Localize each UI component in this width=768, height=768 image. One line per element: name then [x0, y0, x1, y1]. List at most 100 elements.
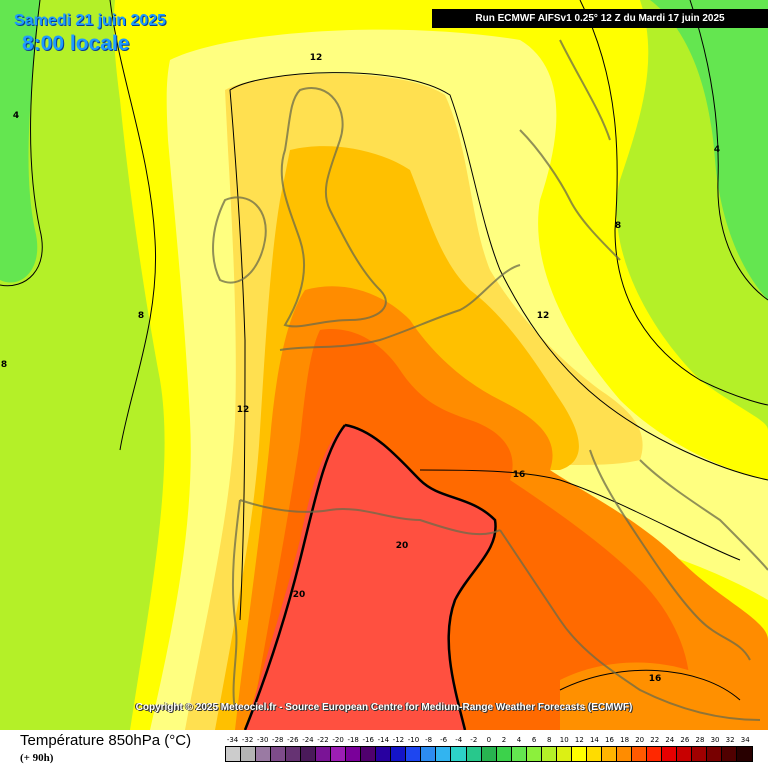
scale-labels: -34 -32 -30 -28 -26 -24 -22 -20 -18 -16 -14 -12 -10-… [225, 734, 753, 746]
scale-swatch [406, 747, 422, 761]
scale-swatch [676, 747, 692, 761]
temperature-map: 12 4 4 8 8 8 12 12 16 20 20 16 [0, 0, 768, 730]
scale-swatch [376, 747, 392, 761]
scale-swatch [436, 747, 452, 761]
scale-label: -16 [362, 736, 374, 744]
scale-label: 10 [559, 736, 569, 744]
scale-swatch [722, 747, 738, 761]
scale-label: 12 [574, 736, 584, 744]
copyright-text: Copyright © 2025 Meteociel.fr - Source E… [135, 702, 633, 713]
isotherm-labels: 12 4 4 8 8 8 12 12 16 20 20 16 [1, 53, 720, 684]
scale-swatch [421, 747, 437, 761]
scale-label: 0 [486, 736, 492, 744]
isotherm-12 [229, 72, 768, 481]
coast-mediterranean [499, 529, 761, 721]
scale-label: 20 [635, 736, 645, 744]
scale-swatch [466, 747, 482, 761]
scale-label: -24 [302, 736, 314, 744]
forecast-time: 8:00 locale [22, 32, 130, 55]
scale-label: -10 [407, 736, 420, 744]
scale-label: -28 [272, 736, 284, 744]
isotherm-12-coast [239, 339, 246, 621]
scale-swatch [496, 747, 512, 761]
scale-label: -34 [226, 736, 239, 744]
isotherm-8-west [109, 0, 157, 451]
scale-label: -32 [241, 736, 254, 744]
coast-scandinavia [519, 39, 621, 261]
scale-label: 18 [620, 736, 630, 744]
scale-label: -4 [455, 736, 463, 744]
iso-label: 12 [310, 53, 323, 63]
scale-swatch [316, 747, 332, 761]
legend-footer: Température 850hPa (°C) (+ 90h) -34 -32 -3… [0, 730, 768, 768]
field-red-20 [245, 425, 496, 730]
scale-label: 6 [531, 736, 537, 744]
field-orange-se [560, 662, 740, 730]
scale-label: -2 [470, 736, 478, 744]
scale-swatch [391, 747, 407, 761]
iso-label: 4 [714, 145, 720, 155]
scale-label: 26 [680, 736, 690, 744]
scale-swatches [225, 746, 753, 762]
scale-label: 28 [695, 736, 705, 744]
scale-label: -20 [332, 736, 344, 744]
isotherm-20 [243, 423, 497, 730]
isotherm-4-east [689, 0, 768, 301]
scale-swatch [331, 747, 347, 761]
scale-label: -18 [347, 736, 359, 744]
field-green-4-east [650, 0, 768, 300]
iso-label: 16 [649, 674, 662, 684]
scale-label: 2 [501, 736, 507, 744]
scale-label: -30 [256, 736, 269, 744]
scale-swatch [616, 747, 632, 761]
scale-swatch [526, 747, 542, 761]
scale-swatch [707, 747, 723, 761]
coast-ireland [212, 196, 267, 284]
scale-swatch [301, 747, 317, 761]
scale-label: 16 [605, 736, 614, 744]
coast-balkans [639, 459, 768, 571]
coast-iberia [231, 499, 501, 711]
scale-swatch [256, 747, 272, 761]
iso-label: 20 [293, 590, 306, 600]
iso-label: 8 [138, 311, 144, 321]
isotherm-4-west [0, 0, 43, 287]
scale-label: 34 [740, 736, 750, 744]
iso-label: 20 [396, 541, 409, 551]
coast-britain [280, 87, 387, 328]
scale-swatch [451, 747, 467, 761]
scale-label: 22 [650, 736, 660, 744]
scale-label: 14 [589, 736, 599, 744]
coastlines [212, 39, 768, 721]
scale-swatch [541, 747, 557, 761]
coast-italy [589, 449, 751, 661]
scale-swatch [226, 747, 242, 761]
scale-swatch [361, 747, 377, 761]
scale-swatch [241, 747, 257, 761]
scale-swatch [511, 747, 527, 761]
scale-swatch [737, 747, 753, 761]
isotherm-8-east [579, 0, 768, 406]
scale-swatch [571, 747, 587, 761]
scale-swatch [556, 747, 572, 761]
scale-swatch [661, 747, 677, 761]
scale-label: 4 [516, 736, 522, 744]
isotherm-16-se [559, 669, 741, 701]
scale-label: -22 [317, 736, 329, 744]
scale-label: 24 [665, 736, 675, 744]
iso-label: 8 [1, 360, 7, 370]
scale-swatch [691, 747, 707, 761]
iso-label: 16 [513, 470, 526, 480]
scale-swatch [271, 747, 287, 761]
scale-swatch [586, 747, 602, 761]
scale-label: -6 [440, 736, 448, 744]
scale-label: -12 [392, 736, 405, 744]
field-green-4-west [0, 0, 40, 283]
iso-label: 4 [13, 111, 19, 121]
scale-swatch [286, 747, 302, 761]
scale-swatch [646, 747, 662, 761]
scale-label: 8 [546, 736, 552, 744]
coast-france-north [279, 264, 521, 351]
scale-swatch [601, 747, 617, 761]
